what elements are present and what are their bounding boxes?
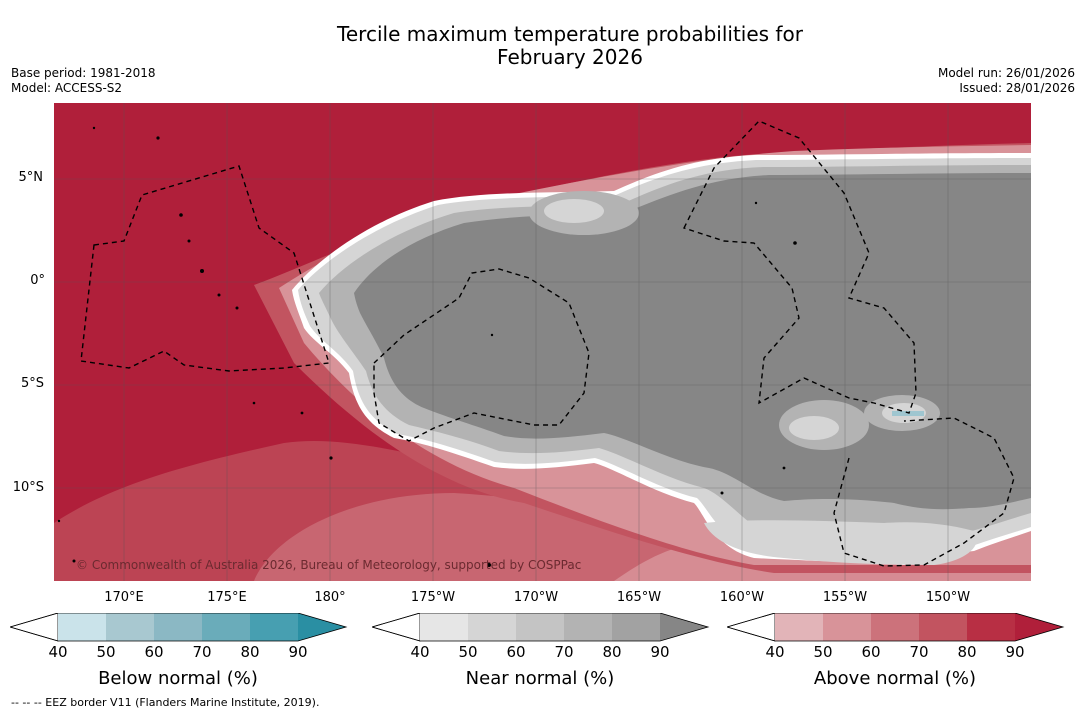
colorbar-below-tick: 80	[240, 643, 260, 661]
colorbar-near-tick: 60	[506, 643, 526, 661]
colorbar-below-tick: 90	[288, 643, 308, 661]
lon-label-180: 180°	[314, 590, 346, 605]
eez-border-southeast	[833, 417, 1015, 567]
near-patch-south	[704, 520, 978, 565]
colorbar-above-seg-5	[967, 613, 1015, 641]
lat-label-5s: 5°S	[20, 376, 44, 391]
probability-map: © Commonwealth of Australia 2026, Bureau…	[54, 103, 1031, 581]
colorbar-below-seg-1	[58, 613, 106, 641]
colorbar-near-tick: 40	[410, 643, 430, 661]
lat-label-10s: 10°S	[12, 480, 44, 495]
eez-border-west	[80, 165, 330, 372]
chart-title-line1: Tercile maximum temperature probabilitie…	[337, 22, 803, 46]
colorbar-below-seg-5	[250, 613, 298, 641]
colorbar-near-seg-5	[612, 613, 660, 641]
colorbar-below-label: Below normal (%)	[98, 668, 258, 689]
colorbar-near-tick: 70	[554, 643, 574, 661]
colorbar-above-low-extension	[727, 613, 776, 642]
colorbar-below-normal	[10, 613, 348, 642]
colorbar-near-tick: 90	[650, 643, 670, 661]
lon-label-165w: 165°W	[616, 590, 662, 605]
colorbar-above-seg-4	[919, 613, 967, 641]
colorbar-near-normal	[372, 613, 710, 642]
colorbar-below-high-extension	[298, 613, 346, 641]
colorbar-above-seg-1	[775, 613, 823, 641]
colorbar-below-tick: 60	[144, 643, 164, 661]
lon-label-170w: 170°W	[513, 590, 559, 605]
colorbar-near-seg-4	[564, 613, 612, 641]
colorbar-below-seg-4	[202, 613, 250, 641]
colorbar-below-seg-2	[106, 613, 154, 641]
colorbar-below-seg-3	[154, 613, 202, 641]
base-period: Base period: 1981-2018	[11, 66, 156, 80]
colorbar-near-seg-3	[516, 613, 564, 641]
colorbar-above-tick: 70	[909, 643, 929, 661]
lat-label-5n: 5°N	[18, 170, 44, 185]
chart-title-line2: February 2026	[497, 45, 643, 69]
colorbar-above-tick: 90	[1005, 643, 1025, 661]
colorbar-near-seg-2	[468, 613, 516, 641]
lon-label-170e: 170°E	[104, 590, 144, 605]
colorbar-above-label: Above normal (%)	[813, 668, 977, 689]
colorbar-below-tick: 40	[48, 643, 68, 661]
model-run: Model run: 26/01/2026	[937, 66, 1075, 80]
lon-label-175e: 175°E	[207, 590, 247, 605]
lon-label-160w: 160°W	[719, 590, 765, 605]
colorbar-near-tick: 50	[458, 643, 478, 661]
colorbar-above-tick: 80	[957, 643, 977, 661]
lon-label-150w: 150°W	[925, 590, 971, 605]
near-patch-east-light	[789, 416, 839, 440]
copyright-text: © Commonwealth of Australia 2026, Bureau…	[76, 558, 581, 572]
colorbar-above-tick: 40	[765, 643, 785, 661]
colorbar-near-tick: 80	[602, 643, 622, 661]
colorbar-above-high-extension	[1015, 613, 1063, 641]
islands	[57, 126, 797, 567]
eez-footnote: -- -- -- EEZ border V11 (Flanders Marine…	[11, 696, 320, 709]
lat-label-0: 0°	[30, 273, 45, 288]
lon-label-175w: 175°W	[410, 590, 456, 605]
colorbar-near-low-extension	[372, 613, 421, 642]
eez-borders	[80, 120, 1015, 567]
model-name: Model: ACCESS-S2	[11, 81, 123, 95]
colorbar-near-label: Near normal (%)	[465, 668, 615, 689]
below-normal-patch	[892, 411, 924, 416]
colorbar-below-tick: 70	[192, 643, 212, 661]
eez-border-central	[373, 268, 590, 442]
colorbar-above-seg-2	[823, 613, 871, 641]
colorbar-near-high-extension	[660, 613, 708, 641]
lon-label-155w: 155°W	[822, 590, 868, 605]
issued-date: Issued: 28/01/2026	[959, 81, 1075, 95]
colorbar-above-normal	[727, 613, 1065, 642]
gridlines	[54, 103, 1031, 581]
colorbar-above-tick: 50	[813, 643, 833, 661]
colorbar-below-tick: 50	[96, 643, 116, 661]
eez-border-east	[683, 120, 917, 414]
colorbar-above-tick: 60	[861, 643, 881, 661]
colorbar-above-seg-3	[871, 613, 919, 641]
colorbar-near-seg-1	[420, 613, 468, 641]
near-patch-north-light	[544, 199, 604, 223]
colorbar-below-low-extension	[10, 613, 59, 642]
